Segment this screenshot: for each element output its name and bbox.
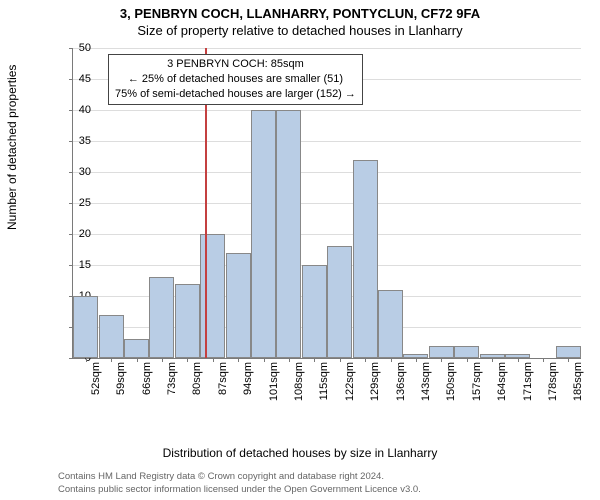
xtick-mark xyxy=(238,358,239,362)
xtick-label: 52sqm xyxy=(90,362,102,395)
gridline xyxy=(73,141,581,142)
histogram-bar xyxy=(175,284,200,358)
xtick-label: 122sqm xyxy=(344,362,356,401)
credits-line-2: Contains public sector information licen… xyxy=(58,484,421,496)
xtick-mark xyxy=(289,358,290,362)
info-box-line-2: ← 25% of detached houses are smaller (51… xyxy=(115,72,356,87)
histogram-bar xyxy=(378,290,403,358)
xtick-mark xyxy=(162,358,163,362)
xtick-label: 150sqm xyxy=(445,362,457,401)
xtick-label: 73sqm xyxy=(166,362,178,395)
histogram-bar xyxy=(251,110,276,358)
xtick-label: 59sqm xyxy=(115,362,127,395)
histogram-bar xyxy=(200,234,225,358)
xtick-mark xyxy=(467,358,468,362)
xtick-label: 101sqm xyxy=(268,362,280,401)
gridline xyxy=(73,234,581,235)
xtick-mark xyxy=(111,358,112,362)
histogram-bar xyxy=(124,339,149,358)
gridline xyxy=(73,48,581,49)
xtick-label: 178sqm xyxy=(547,362,559,401)
chart-area: 0510152025303540455052sqm59sqm66sqm73sqm… xyxy=(50,48,580,418)
ytick-label: 25 xyxy=(61,197,91,209)
plot-region: 0510152025303540455052sqm59sqm66sqm73sqm… xyxy=(72,48,581,359)
xtick-mark xyxy=(391,358,392,362)
gridline xyxy=(73,203,581,204)
ytick-label: 20 xyxy=(61,228,91,240)
xtick-mark xyxy=(187,358,188,362)
histogram-bar xyxy=(429,346,454,358)
credits-line-1: Contains HM Land Registry data © Crown c… xyxy=(58,471,421,483)
histogram-bar xyxy=(226,253,251,358)
y-axis-label: Number of detached properties xyxy=(5,65,19,230)
ytick-label: 45 xyxy=(61,73,91,85)
ytick-label: 40 xyxy=(61,104,91,116)
x-axis-label: Distribution of detached houses by size … xyxy=(0,446,600,460)
xtick-label: 115sqm xyxy=(318,362,330,400)
xtick-mark xyxy=(213,358,214,362)
xtick-mark xyxy=(518,358,519,362)
xtick-label: 87sqm xyxy=(217,362,229,395)
xtick-mark xyxy=(365,358,366,362)
histogram-bar xyxy=(353,160,378,358)
info-box-line-3: 75% of semi-detached houses are larger (… xyxy=(115,87,356,102)
xtick-mark xyxy=(340,358,341,362)
histogram-bar xyxy=(302,265,327,358)
ytick-label: 35 xyxy=(61,135,91,147)
xtick-mark xyxy=(492,358,493,362)
gridline xyxy=(73,110,581,111)
xtick-label: 80sqm xyxy=(191,362,203,395)
xtick-label: 157sqm xyxy=(471,362,483,401)
histogram-bar xyxy=(99,315,124,358)
histogram-bar xyxy=(73,296,98,358)
xtick-label: 66sqm xyxy=(141,362,153,395)
xtick-mark xyxy=(264,358,265,362)
histogram-bar xyxy=(556,346,581,358)
ytick-label: 15 xyxy=(61,259,91,271)
xtick-mark xyxy=(568,358,569,362)
ytick-label: 30 xyxy=(61,166,91,178)
xtick-mark xyxy=(137,358,138,362)
xtick-label: 164sqm xyxy=(496,362,508,401)
xtick-label: 185sqm xyxy=(572,362,584,401)
credits: Contains HM Land Registry data © Crown c… xyxy=(58,471,421,496)
xtick-label: 108sqm xyxy=(293,362,305,401)
xtick-label: 171sqm xyxy=(522,362,534,401)
xtick-mark xyxy=(86,358,87,362)
chart-title-sub: Size of property relative to detached ho… xyxy=(0,21,600,38)
histogram-bar xyxy=(454,346,479,358)
gridline xyxy=(73,172,581,173)
info-box: 3 PENBRYN COCH: 85sqm← 25% of detached h… xyxy=(108,54,363,105)
xtick-label: 143sqm xyxy=(420,362,432,401)
histogram-bar xyxy=(149,277,174,358)
histogram-bar xyxy=(276,110,301,358)
xtick-mark xyxy=(543,358,544,362)
ytick-label: 50 xyxy=(61,42,91,54)
xtick-label: 94sqm xyxy=(242,362,254,395)
xtick-mark xyxy=(314,358,315,362)
xtick-label: 129sqm xyxy=(369,362,381,401)
chart-title-main: 3, PENBRYN COCH, LLANHARRY, PONTYCLUN, C… xyxy=(0,0,600,21)
xtick-mark xyxy=(416,358,417,362)
histogram-bar xyxy=(327,246,352,358)
xtick-mark xyxy=(441,358,442,362)
xtick-label: 136sqm xyxy=(395,362,407,401)
info-box-line-1: 3 PENBRYN COCH: 85sqm xyxy=(115,57,356,72)
